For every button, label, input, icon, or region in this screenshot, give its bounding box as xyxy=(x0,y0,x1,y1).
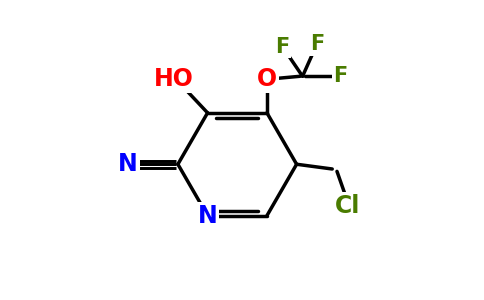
Text: F: F xyxy=(275,37,290,57)
Text: F: F xyxy=(333,66,348,86)
Text: O: O xyxy=(257,67,277,91)
Text: Cl: Cl xyxy=(335,194,360,218)
Text: N: N xyxy=(197,204,217,228)
Text: N: N xyxy=(118,152,138,176)
Text: F: F xyxy=(310,34,324,54)
Text: HO: HO xyxy=(153,67,193,91)
